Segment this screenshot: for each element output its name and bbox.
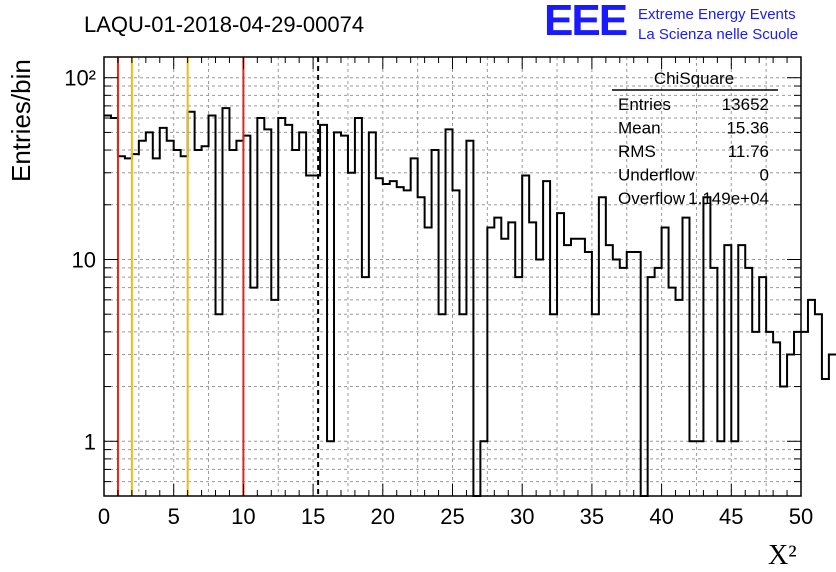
stats-label: Mean [618,119,661,138]
stats-label: Overflow [618,189,686,208]
x-tick-label: 40 [649,504,673,529]
x-tick-label: 45 [719,504,743,529]
x-tick-label: 30 [510,504,534,529]
x-tick-label: 10 [231,504,255,529]
stats-value: 1.149e+04 [688,189,769,208]
x-tick-label: 35 [580,504,604,529]
stats-label: Entries [618,95,671,114]
stats-box-title: ChiSquare [654,69,734,88]
logo-mark: EEE [544,0,628,45]
histogram-outline [104,107,836,497]
y-tick-label: 1 [84,429,96,454]
chart-title: LAQU-01-2018-04-29-00074 [84,12,365,37]
logo-line-1: Extreme Energy Events [638,6,796,23]
x-tick-label: 0 [98,504,110,529]
stats-label: Underflow [618,166,695,185]
x-axis-label: X² [768,540,797,571]
x-tick-label: 20 [371,504,395,529]
stats-value: 15.36 [726,119,769,138]
logo-line-2: La Scienza nelle Scuole [638,26,799,43]
x-tick-label: 5 [168,504,180,529]
y-tick-label: 10² [64,66,96,91]
y-tick-label: 10 [72,247,96,272]
x-tick-label: 50 [789,504,813,529]
stats-label: RMS [618,142,656,161]
stats-value: 11.76 [728,142,769,161]
x-tick-label: 25 [440,504,464,529]
stats-value: 0 [760,166,769,185]
x-tick-label: 15 [301,504,325,529]
stats-value: 13652 [722,95,769,114]
